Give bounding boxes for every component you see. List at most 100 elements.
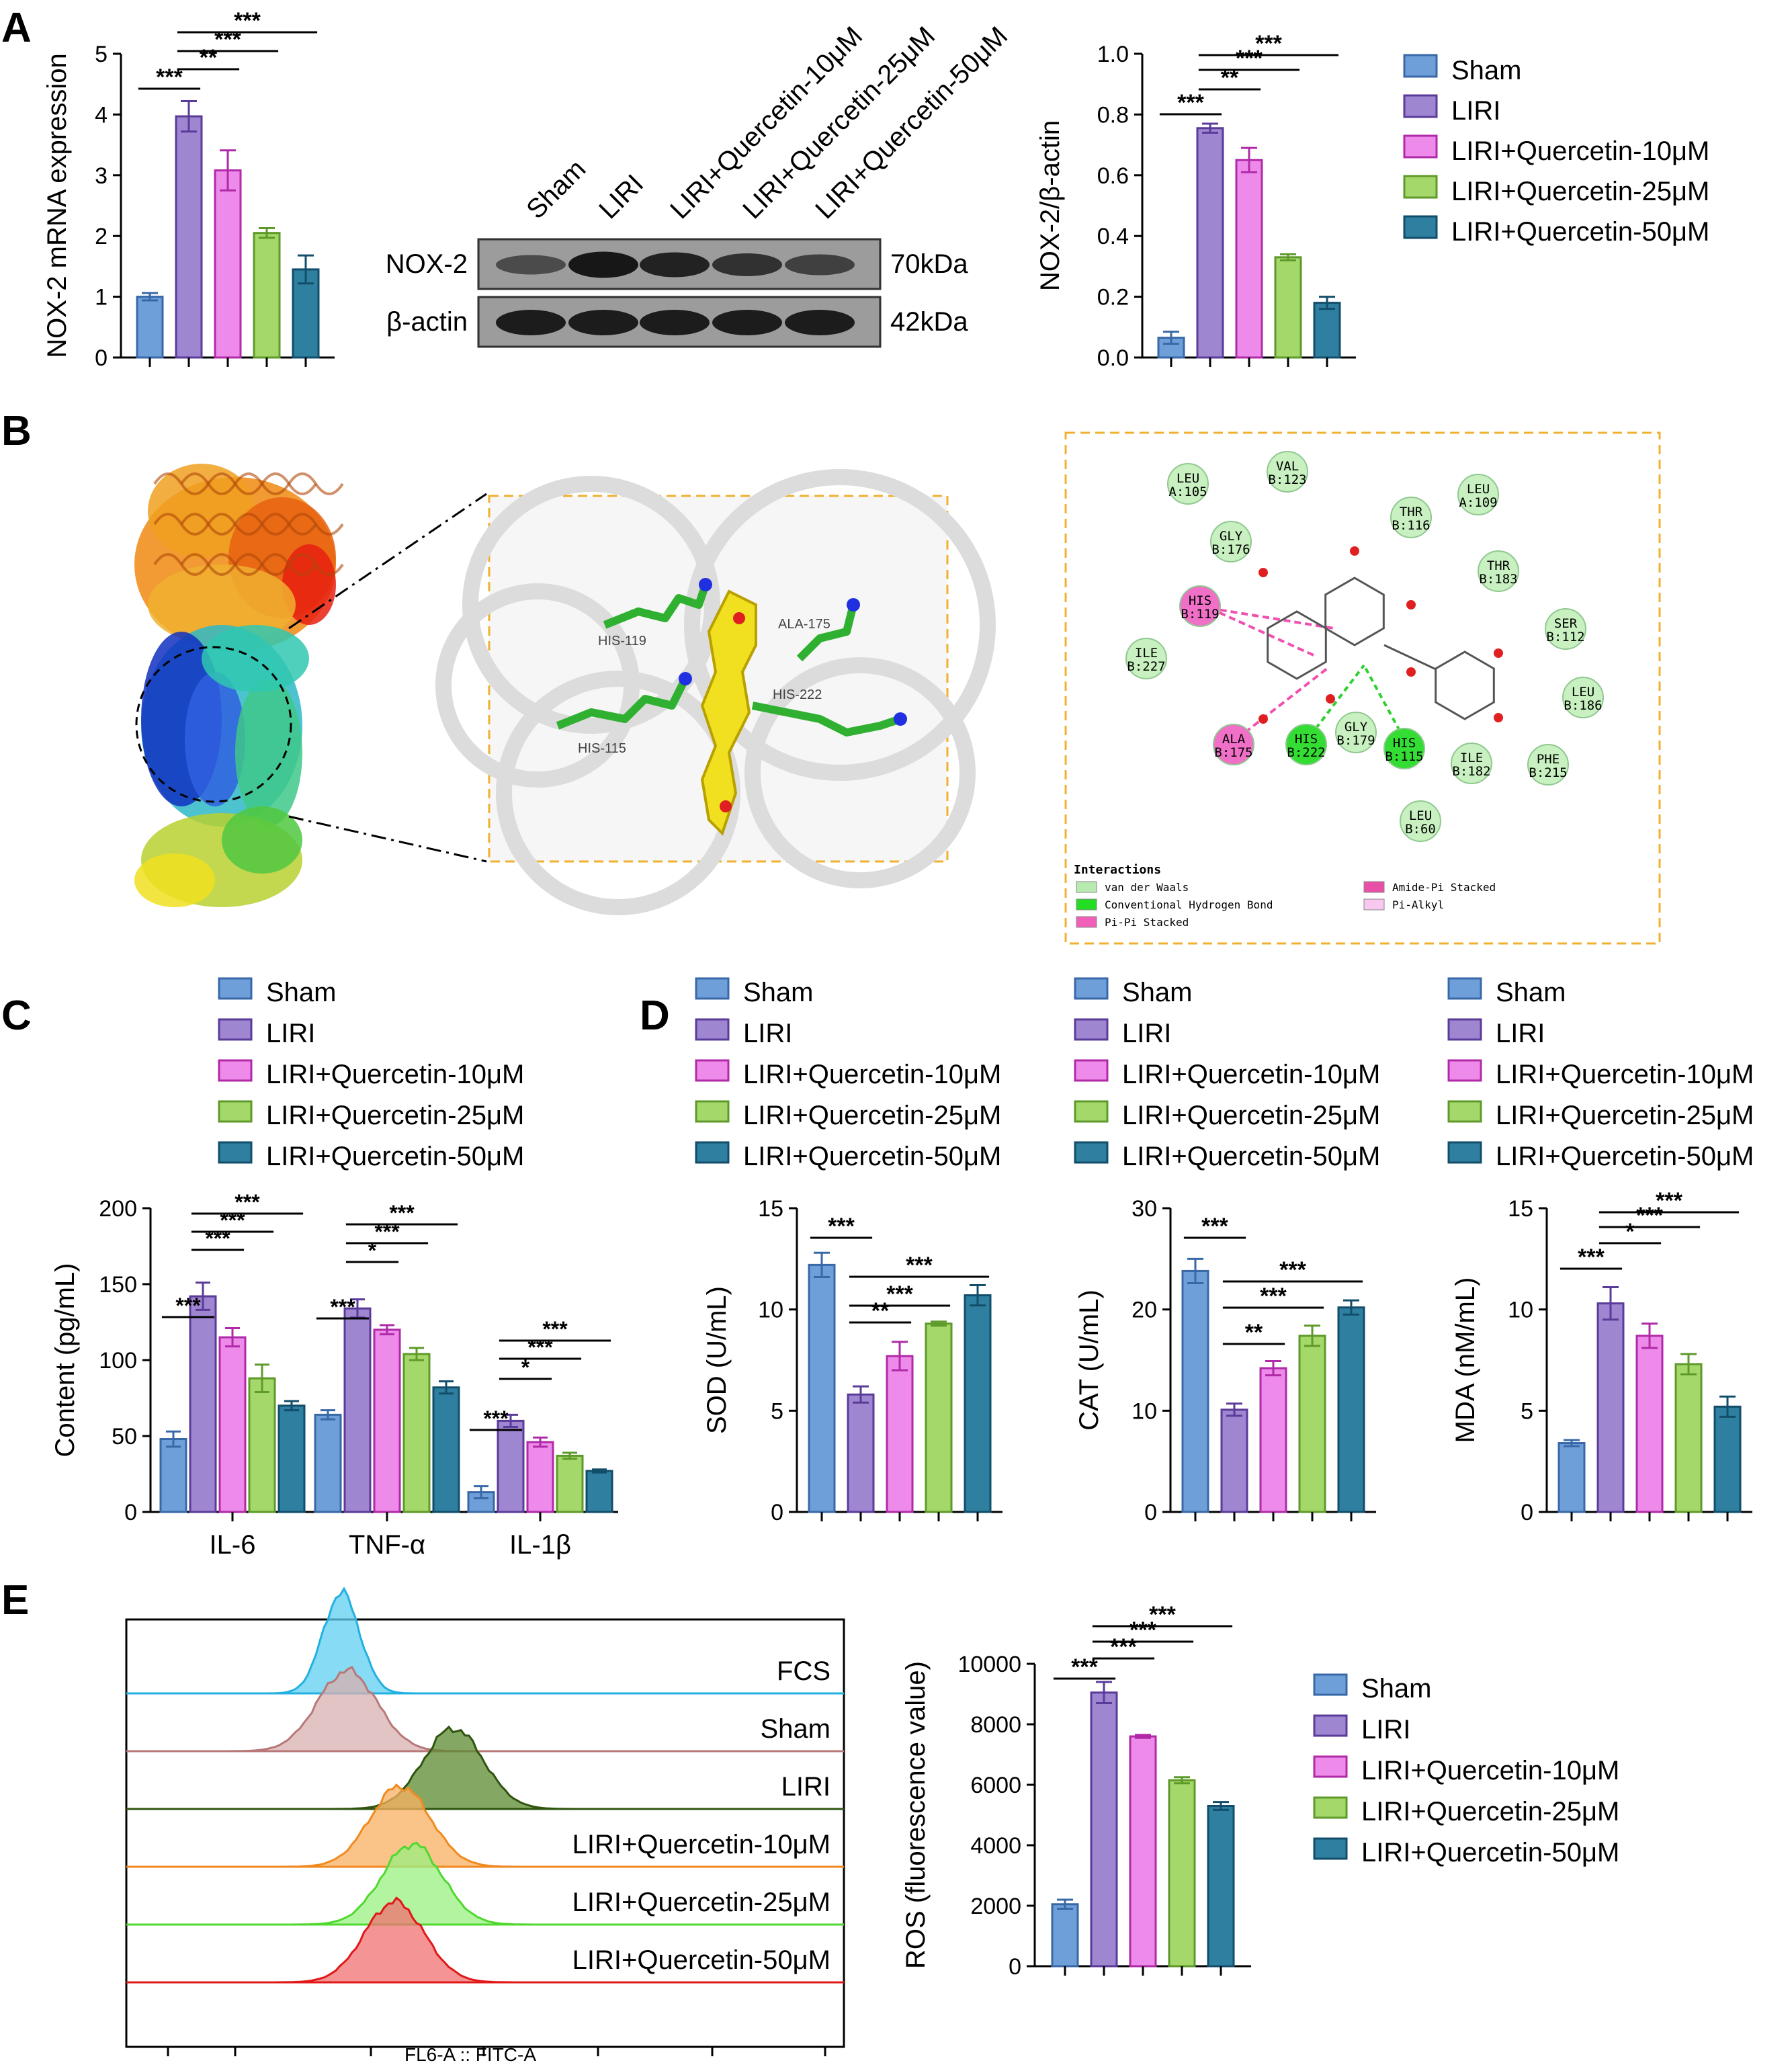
- histogram-label: LIRI+Quercetin-50μM: [572, 1945, 830, 1975]
- residue-name: LEU: [1467, 482, 1490, 497]
- residue-disc: [1213, 724, 1254, 765]
- significance-label: ***: [1110, 1634, 1137, 1660]
- significance-label: ***: [1129, 1617, 1156, 1643]
- significance-label: ***: [234, 1190, 260, 1214]
- significance-label: ***: [1177, 90, 1204, 116]
- residue-3d-label: HIS-119: [598, 634, 646, 648]
- bar-Q10: [1259, 1367, 1287, 1513]
- protein-ribbon: [185, 672, 245, 806]
- bar-Q25: [925, 1322, 953, 1513]
- residue-disc: [1451, 743, 1492, 784]
- ligand-oxygen: [1406, 600, 1416, 609]
- legend-swatch-Q25: [1313, 1796, 1348, 1819]
- bar-chart-A2: 0.00.20.40.60.81.0NOX-2/β-actin*********…: [1035, 31, 1356, 371]
- blot-band: [640, 252, 710, 278]
- bar-Q50: [1207, 1805, 1235, 1968]
- legend-swatch-Q10: [1403, 134, 1438, 159]
- ligand-oxygen: [1326, 694, 1335, 704]
- significance-label: ***: [542, 1317, 568, 1341]
- legend-swatch-LIRI: [695, 1018, 730, 1041]
- y-tick-label: 4000: [970, 1833, 1021, 1859]
- residue-id: B:115: [1385, 749, 1423, 764]
- legend-label: LIRI: [743, 1019, 792, 1048]
- ligand-oxygen: [1494, 648, 1503, 658]
- histogram-label: Sham: [761, 1714, 831, 1744]
- residue-id: B:119: [1181, 607, 1219, 622]
- blot-row-label: β-actin: [386, 307, 468, 337]
- bar-Q50: [585, 1470, 613, 1513]
- histogram-frame: [125, 1618, 845, 2048]
- significance-label: ***: [483, 1406, 509, 1431]
- significance-label: ***: [214, 27, 241, 52]
- atom-nitrogen: [847, 598, 860, 612]
- bar-Q25: [1298, 1335, 1326, 1513]
- significance-label: ***: [1236, 46, 1263, 71]
- docking-3d-view: HIS-119 ALA-175 HIS-222 HIS-115: [435, 469, 996, 915]
- blot-band: [496, 255, 566, 275]
- residue-name: ILE: [1460, 751, 1483, 765]
- legend-label: LIRI: [1122, 1019, 1171, 1048]
- significance-label: ***: [1656, 1188, 1682, 1214]
- histogram-1: [126, 1666, 844, 1753]
- significance-label: **: [871, 1298, 890, 1324]
- legend-label: LIRI+Quercetin-25μM: [1496, 1101, 1754, 1130]
- y-tick-label: 0.8: [1097, 102, 1129, 128]
- legend-swatch-Q50: [1074, 1141, 1109, 1164]
- y-axis-label: NOX-2/β-actin: [1035, 120, 1065, 291]
- protein-ribbon: [134, 853, 215, 907]
- legend-swatch-LIRI: [1403, 94, 1438, 118]
- y-tick-label: 10: [1508, 1298, 1533, 1323]
- bar-Q25: [248, 1377, 276, 1513]
- legend-label: LIRI: [266, 1019, 315, 1048]
- blot-band: [568, 310, 638, 335]
- y-tick-label: 1.0: [1097, 42, 1129, 67]
- legend-swatch-Q10: [1313, 1755, 1348, 1778]
- atom-oxygen: [720, 800, 732, 812]
- ligand-ring: [1324, 577, 1385, 646]
- residue-id: B:116: [1392, 518, 1430, 533]
- legend: Sham LIRI LIRI+Quercetin-10μM LIRI+Querceti…: [218, 977, 524, 1171]
- legend-label: Sham: [1361, 1674, 1432, 1703]
- legend-label: LIRI: [1496, 1019, 1545, 1048]
- bar-Sham: [1051, 1903, 1079, 1968]
- legend: Sham LIRI LIRI+Quercetin-10μM LIRI+Querceti…: [1313, 1673, 1619, 1867]
- residue-name: VAL: [1276, 459, 1299, 474]
- x-axis-label: FL6-A :: FITC-A: [404, 2044, 536, 2065]
- legend-label: LIRI+Quercetin-50μM: [1451, 217, 1709, 247]
- y-tick-label: 0: [95, 345, 108, 371]
- atom-nitrogen: [894, 712, 907, 726]
- bar-Q50: [432, 1386, 460, 1513]
- panel-letter: B: [1, 408, 32, 454]
- bar-LIRI: [343, 1307, 372, 1513]
- y-tick-label: 2000: [970, 1894, 1021, 1919]
- significance-label: ***: [1636, 1203, 1663, 1228]
- legend-label: LIRI+Quercetin-50μM: [266, 1142, 524, 1171]
- bar-LIRI: [1090, 1691, 1118, 1968]
- residue-name: THR: [1487, 558, 1510, 573]
- y-axis-label: ROS (fluorescence value): [901, 1661, 931, 1969]
- residue-stick: [556, 677, 689, 730]
- legend-label: LIRI+Quercetin-50μM: [1122, 1142, 1380, 1171]
- flow-cytometry-histograms: FCS Sham LIRI LIRI+Quercetin-10μM LIRI+Querc…: [125, 1587, 845, 2065]
- y-tick-label: 5: [1521, 1398, 1533, 1424]
- protein-ribbon: [235, 679, 302, 827]
- legend-label: Sham: [1451, 56, 1522, 85]
- significance-label: ***: [527, 1335, 553, 1359]
- y-tick-label: 2: [95, 224, 108, 249]
- bar-LIRI: [1596, 1302, 1625, 1513]
- y-axis-label: Content (pg/mL): [50, 1263, 80, 1457]
- legend-swatch-Q25: [1447, 1100, 1482, 1123]
- significance-label: ***: [886, 1281, 913, 1307]
- zoom-connector: [288, 815, 487, 863]
- legend-swatch-Sham: [695, 977, 730, 1000]
- ligand-oxygen: [1406, 667, 1416, 677]
- legend-label: LIRI+Quercetin-10μM: [1451, 136, 1709, 166]
- y-tick-label: 15: [1508, 1196, 1533, 1222]
- legend: Sham LIRI LIRI+Quercetin-10μM LIRI+Querceti…: [695, 977, 1001, 1171]
- y-tick-label: 5: [771, 1398, 783, 1424]
- interaction-2d-box: [1064, 431, 1661, 945]
